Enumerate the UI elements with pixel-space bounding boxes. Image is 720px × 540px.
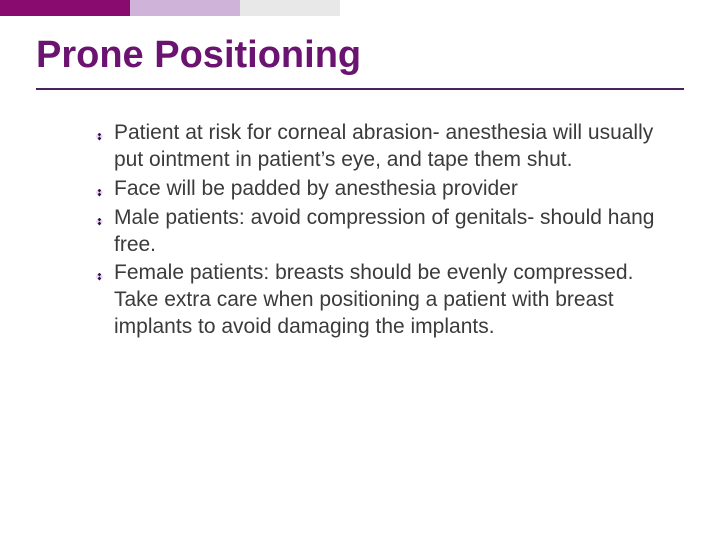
list-item-text: Patient at risk for corneal abrasion- an… — [114, 121, 653, 171]
title-underline — [36, 88, 684, 90]
top-bar-seg-3 — [340, 0, 720, 16]
bullet-list: Patient at risk for corneal abrasion- an… — [92, 120, 660, 343]
slide: Prone Positioning Patient at risk for co… — [0, 0, 720, 540]
top-bar-seg-1 — [130, 0, 240, 16]
list-item-text: Male patients: avoid compression of geni… — [114, 206, 654, 256]
bullet-icon — [92, 265, 103, 276]
top-accent-bar — [0, 0, 720, 16]
list-item: Patient at risk for corneal abrasion- an… — [92, 120, 660, 174]
bullet-icon — [92, 125, 103, 136]
top-bar-seg-0 — [0, 0, 130, 16]
bullet-icon — [92, 181, 103, 192]
bullet-icon — [92, 210, 103, 221]
list-item: Female patients: breasts should be evenl… — [92, 260, 660, 341]
list-item-text: Female patients: breasts should be evenl… — [114, 261, 633, 338]
list-item: Male patients: avoid compression of geni… — [92, 205, 660, 259]
list-item-text: Face will be padded by anesthesia provid… — [114, 177, 518, 200]
top-bar-seg-2 — [240, 0, 340, 16]
list-item: Face will be padded by anesthesia provid… — [92, 176, 660, 203]
slide-title: Prone Positioning — [36, 34, 361, 77]
